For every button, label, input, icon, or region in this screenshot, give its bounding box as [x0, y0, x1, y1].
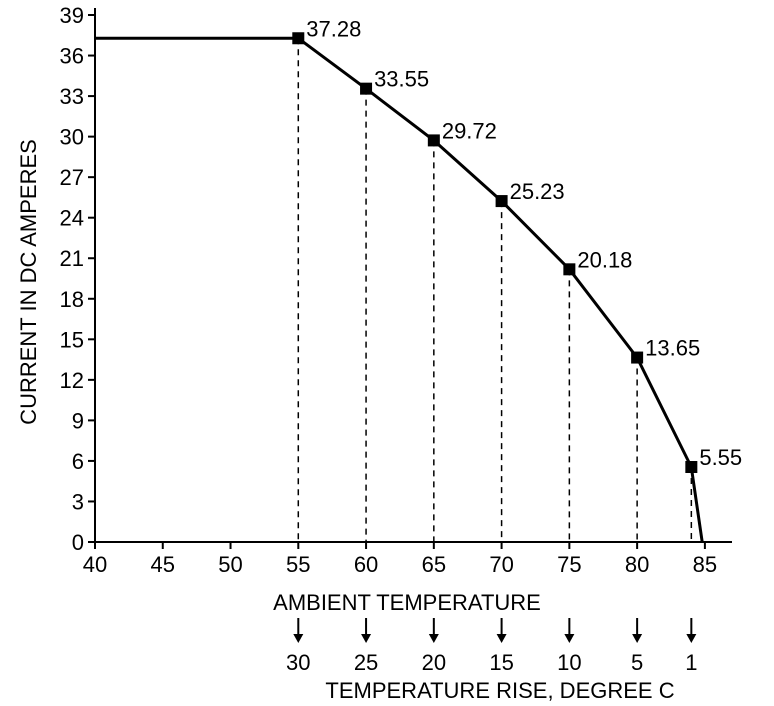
x-axis-title: AMBIENT TEMPERATURE: [273, 590, 541, 615]
y-tick-label: 12: [60, 368, 84, 393]
y-tick-label: 3: [72, 489, 84, 514]
data-point-marker: [631, 351, 644, 364]
y-tick-label: 15: [60, 327, 84, 352]
x-tick-label: 70: [489, 552, 513, 577]
down-arrow-head: [293, 634, 304, 643]
temperature-rise-label: 10: [557, 650, 581, 675]
data-point-label: 13.65: [645, 336, 700, 361]
data-point-marker: [495, 195, 508, 208]
x-tick-label: 45: [151, 552, 175, 577]
data-point-label: 25.23: [510, 179, 565, 204]
series-line: [95, 36, 704, 543]
x-tick-label: 50: [218, 552, 242, 577]
data-point-label: 37.28: [306, 16, 361, 41]
down-arrow-head: [361, 634, 372, 643]
data-point-marker: [685, 461, 698, 474]
x-tick-label: 40: [83, 552, 107, 577]
data-point-marker: [563, 263, 576, 276]
y-tick-label: 21: [60, 246, 84, 271]
down-arrow-head: [428, 634, 439, 643]
temperature-rise-label: 15: [489, 650, 513, 675]
x-tick-label: 60: [354, 552, 378, 577]
y-tick-label: 30: [60, 125, 84, 150]
data-point-label: 5.55: [699, 445, 742, 470]
x-tick-label: 80: [625, 552, 649, 577]
down-arrow-head: [632, 634, 643, 643]
temperature-rise-label: 25: [354, 650, 378, 675]
x-tick-label: 55: [286, 552, 310, 577]
y-tick-label: 36: [60, 44, 84, 69]
y-tick-label: 33: [60, 84, 84, 109]
x-tick-label: 85: [693, 552, 717, 577]
down-arrow-head: [564, 634, 575, 643]
data-point-marker: [360, 82, 373, 95]
down-arrow-head: [686, 634, 697, 643]
y-axis-title: CURRENT IN DC AMPERES: [16, 139, 41, 425]
temperature-rise-label: 30: [286, 650, 310, 675]
data-point-label: 29.72: [442, 118, 497, 143]
y-tick-label: 6: [72, 449, 84, 474]
data-point-label: 33.55: [374, 67, 429, 92]
x-tick-label: 65: [422, 552, 446, 577]
x-tick-label: 75: [557, 552, 581, 577]
temperature-rise-label: 20: [422, 650, 446, 675]
temperature-rise-label: 5: [631, 650, 643, 675]
y-tick-label: 27: [60, 165, 84, 190]
y-tick-label: 0: [72, 530, 84, 555]
y-tick-label: 39: [60, 3, 84, 28]
y-tick-label: 24: [60, 206, 84, 231]
down-arrow-head: [496, 634, 507, 643]
data-point-marker: [292, 32, 305, 45]
temperature-rise-title: TEMPERATURE RISE, DEGREE C: [325, 678, 674, 703]
y-tick-label: 18: [60, 287, 84, 312]
data-point-marker: [427, 134, 440, 147]
temperature-rise-label: 1: [685, 650, 697, 675]
data-point-label: 20.18: [577, 247, 632, 272]
y-tick-label: 9: [72, 408, 84, 433]
